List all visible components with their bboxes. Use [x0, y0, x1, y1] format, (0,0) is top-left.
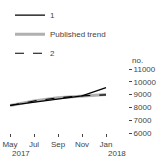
- svg-text:2017: 2017: [12, 149, 30, 158]
- svg-text:May: May: [2, 140, 17, 149]
- svg-text:1: 1: [50, 11, 55, 20]
- svg-text:9000: 9000: [134, 90, 152, 99]
- svg-text:2: 2: [50, 49, 55, 58]
- svg-text:Jul: Jul: [29, 140, 39, 149]
- svg-text:Sep: Sep: [51, 140, 66, 149]
- svg-text:Published trend: Published trend: [50, 30, 106, 39]
- svg-text:10000: 10000: [134, 78, 157, 87]
- svg-text:Nov: Nov: [75, 140, 89, 149]
- svg-text:6000: 6000: [134, 129, 152, 138]
- svg-text:no.: no.: [132, 56, 143, 65]
- svg-text:Jan: Jan: [100, 140, 113, 149]
- svg-text:2018: 2018: [108, 149, 126, 158]
- svg-text:7000: 7000: [134, 116, 152, 125]
- svg-text:8000: 8000: [134, 103, 152, 112]
- svg-text:11000: 11000: [134, 65, 156, 74]
